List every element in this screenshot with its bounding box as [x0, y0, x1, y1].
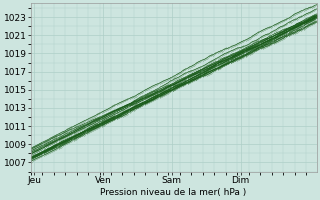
X-axis label: Pression niveau de la mer( hPa ): Pression niveau de la mer( hPa ): [100, 188, 247, 197]
